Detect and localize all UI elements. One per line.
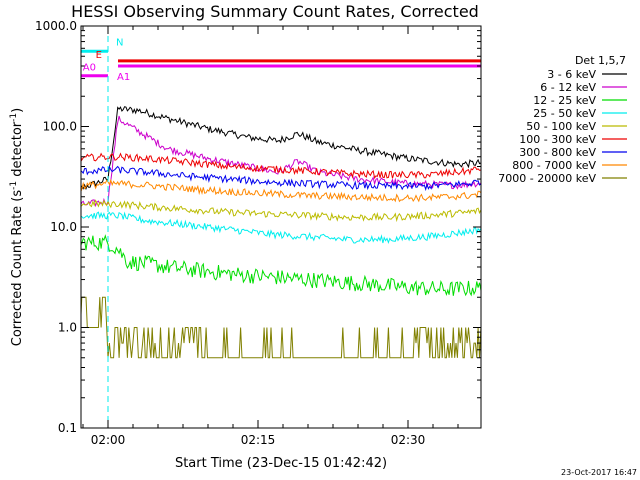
x-tick-label: 02:15 [241, 433, 276, 447]
legend-label: 6 - 12 keV [540, 81, 596, 94]
y-tick-label: 10.0 [50, 220, 77, 234]
vlines-layer [107, 26, 109, 428]
flags-layer [81, 49, 481, 78]
x-tick-label: 02:30 [391, 433, 426, 447]
series-line [81, 115, 481, 208]
series-line [81, 296, 481, 359]
y-axis-label: Corrected Count Rate (s-1 detector-1) [9, 108, 25, 346]
y-tick-label: 100.0 [43, 120, 77, 134]
series-layer [81, 106, 481, 359]
y-tick-label: 0.1 [58, 421, 77, 435]
series-line [81, 234, 481, 297]
y-axis-label-sup2: -1 [9, 113, 19, 122]
x-axis-label: Start Time (23-Dec-15 01:42:42) [175, 456, 387, 471]
y-axis-label-sup1: -1 [9, 181, 19, 190]
footer-timestamp: 23-Oct-2017 16:47 [561, 468, 637, 477]
y-axis-label-main: Corrected Count Rate (s [10, 190, 25, 347]
y-tick-label: 1.0 [58, 321, 77, 335]
chart-title: HESSI Observing Summary Count Rates, Cor… [71, 2, 479, 21]
legend-label: 300 - 800 keV [519, 146, 596, 159]
legend-label: 7000 - 20000 keV [498, 172, 596, 185]
legend-title: Det 1,5,7 [575, 54, 626, 67]
flag-label-a1: A1 [117, 72, 130, 83]
y-axis-label-end: ) [10, 108, 25, 113]
series-line [81, 211, 481, 245]
legend-label: 800 - 7000 keV [512, 159, 596, 172]
series-line [81, 198, 481, 223]
series-line [81, 152, 481, 180]
legend-label: 50 - 100 keV [526, 120, 596, 133]
flag-label-n: N [116, 37, 123, 48]
x-tick-label: 02:00 [91, 433, 126, 447]
y-axis-label-mid: detector [10, 121, 25, 181]
y-tick-label: 1000.0 [35, 19, 77, 33]
series-line [81, 165, 481, 192]
x-axis: 02:00 02:15 02:30 [82, 26, 459, 447]
legend-label: 25 - 50 keV [533, 107, 596, 120]
flag-label-e: E [96, 50, 102, 61]
series-line [81, 178, 481, 203]
legend-label: 3 - 6 keV [547, 68, 596, 81]
legend-label: 12 - 25 keV [533, 94, 596, 107]
series-line [81, 106, 481, 191]
y-axis: 0.1 1.0 10.0 100.0 1000.0 [35, 19, 481, 435]
legend-label: 100 - 300 keV [519, 133, 596, 146]
flag-label-a0: A0 [83, 63, 96, 74]
